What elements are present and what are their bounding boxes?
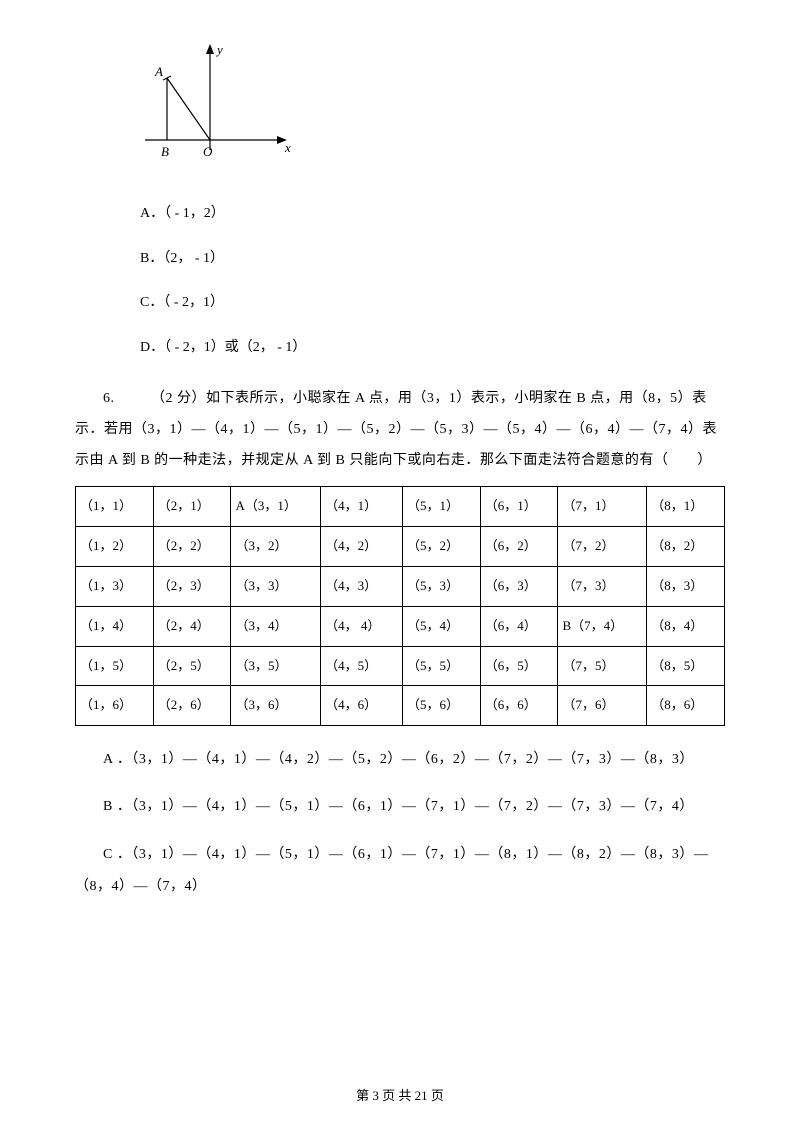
table-cell: （2，5）	[153, 646, 231, 686]
table-cell: （2，2）	[153, 527, 231, 567]
table-cell: （1，1）	[76, 487, 154, 527]
table-cell: （7，1）	[558, 487, 647, 527]
point-b: B	[161, 144, 169, 159]
q5-opt-a: A．（ - 1，2）	[140, 203, 725, 225]
table-cell: （3，2）	[231, 527, 321, 567]
table-row: （1，2）（2，2）（3，2）（4，2）（5，2）（6，2）（7，2）（8，2）	[76, 527, 725, 567]
table-cell: （1，3）	[76, 566, 154, 606]
q5-opt-c: C．（ - 2，1）	[140, 292, 725, 314]
table-cell: （5，3）	[403, 566, 481, 606]
table-cell: （4，3）	[321, 566, 403, 606]
table-cell: （2，6）	[153, 686, 231, 726]
table-cell: （4，5）	[321, 646, 403, 686]
table-cell: （7，5）	[558, 646, 647, 686]
table-cell: （8，1）	[647, 487, 725, 527]
table-row: （1，5）（2，5）（3，5）（4，5）（5，5）（6，5）（7，5）（8，5）	[76, 646, 725, 686]
table-cell: （1，5）	[76, 646, 154, 686]
table-cell: （5，5）	[403, 646, 481, 686]
table-cell: （6，6）	[480, 686, 558, 726]
table-cell: （5，4）	[403, 606, 481, 646]
q6-stem: 6. （2 分）如下表所示，小聪家在 A 点，用（3，1）表示，小明家在 B 点…	[75, 384, 725, 476]
table-cell: （1，6）	[76, 686, 154, 726]
table-cell: （5，2）	[403, 527, 481, 567]
table-row: （1，1）（2，1）A（3，1）（4，1）（5，1）（6，1）（7，1）（8，1…	[76, 487, 725, 527]
table-cell: （7，6）	[558, 686, 647, 726]
table-row: （1，6）（2，6）（3，6）（4，6）（5，6）（6，6）（7，6）（8，6）	[76, 686, 725, 726]
table-cell: （4，1）	[321, 487, 403, 527]
table-cell: （3，3）	[231, 566, 321, 606]
table-row: （1，4）（2，4）（3，4）（4， 4）（5，4）（6，4）B（7，4）（8，…	[76, 606, 725, 646]
table-cell: （3，4）	[231, 606, 321, 646]
table-cell: （8，5）	[647, 646, 725, 686]
origin: O	[203, 144, 213, 159]
table-cell: （5，6）	[403, 686, 481, 726]
table-cell: （4，6）	[321, 686, 403, 726]
table-cell: （8，4）	[647, 606, 725, 646]
table-cell: （6，4）	[480, 606, 558, 646]
table-cell: （1，2）	[76, 527, 154, 567]
table-cell: （2，4）	[153, 606, 231, 646]
table-cell: （6，2）	[480, 527, 558, 567]
table-cell: （8，6）	[647, 686, 725, 726]
x-label: x	[284, 140, 291, 155]
y-label: y	[215, 42, 223, 57]
coordinate-graph: y x A B O	[125, 40, 725, 178]
q5-opt-b: B．（2， - 1）	[140, 248, 725, 270]
page-footer: 第 3 页 共 21 页	[75, 1086, 725, 1107]
table-cell: （5，1）	[403, 487, 481, 527]
graph-svg: y x A B O	[125, 40, 295, 170]
table-cell: （8，3）	[647, 566, 725, 606]
table-cell: （1，4）	[76, 606, 154, 646]
table-row: （1，3）（2，3）（3，3）（4，3）（5，3）（6，3）（7，3）（8，3）	[76, 566, 725, 606]
table-cell: （6，1）	[480, 487, 558, 527]
table-cell: （2，1）	[153, 487, 231, 527]
table-cell: （6，5）	[480, 646, 558, 686]
table-cell: B（7，4）	[558, 606, 647, 646]
q6-table: （1，1）（2，1）A（3，1）（4，1）（5，1）（6，1）（7，1）（8，1…	[75, 486, 725, 726]
q6-opt-c: C ．（3，1）—（4，1）—（5，1）—（6，1）—（7，1）—（8，1）—（…	[75, 839, 725, 903]
table-cell: （7，3）	[558, 566, 647, 606]
table-cell: （3，5）	[231, 646, 321, 686]
table-cell: （7，2）	[558, 527, 647, 567]
q6-opt-b: B ．（3，1）—（4，1）—（5，1）—（6，1）—（7，1）—（7，2）—（…	[75, 791, 725, 823]
table-cell: （6，3）	[480, 566, 558, 606]
table-cell: （2，3）	[153, 566, 231, 606]
q6-opt-a: A ．（3，1）—（4，1）—（4，2）—（5，2）—（6，2）—（7，2）—（…	[75, 744, 725, 776]
table-cell: （8，2）	[647, 527, 725, 567]
q5-options: A．（ - 1，2） B．（2， - 1） C．（ - 2，1） D．（ - 2…	[140, 203, 725, 359]
q5-opt-d: D．（ - 2，1）或（2， - 1）	[140, 337, 725, 359]
table-cell: A（3，1）	[231, 487, 321, 527]
table-cell: （4，2）	[321, 527, 403, 567]
table-cell: （4， 4）	[321, 606, 403, 646]
table-cell: （3，6）	[231, 686, 321, 726]
point-a: A	[154, 64, 163, 79]
